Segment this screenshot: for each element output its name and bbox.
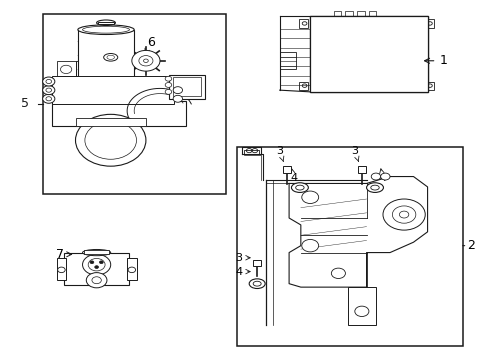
Circle shape (132, 50, 160, 71)
Circle shape (42, 86, 55, 95)
Text: 7: 7 (56, 248, 71, 261)
Bar (52, 76, 174, 104)
Bar (425, 81, 433, 90)
Bar (237, 147, 462, 346)
Ellipse shape (78, 25, 134, 35)
Text: 2: 2 (462, 239, 474, 252)
Circle shape (173, 95, 182, 102)
Bar (356, 11, 364, 16)
Circle shape (42, 94, 55, 103)
Bar (309, 16, 427, 92)
Bar (98, 22, 114, 24)
Ellipse shape (366, 183, 383, 193)
Text: 6: 6 (145, 36, 154, 54)
Bar (253, 260, 261, 266)
Bar (299, 81, 307, 90)
Bar (127, 258, 136, 280)
Bar (357, 166, 366, 173)
Circle shape (128, 267, 135, 273)
Bar (368, 11, 376, 16)
Ellipse shape (295, 185, 304, 190)
Circle shape (380, 173, 389, 180)
Circle shape (86, 273, 107, 288)
Bar (173, 77, 201, 96)
Bar (425, 19, 433, 28)
Polygon shape (277, 16, 309, 92)
Bar (282, 166, 290, 173)
Text: 4: 4 (379, 169, 386, 183)
Text: 5: 5 (20, 98, 28, 111)
Ellipse shape (291, 183, 308, 193)
Circle shape (75, 114, 145, 166)
Circle shape (165, 82, 171, 87)
Text: 4: 4 (235, 267, 250, 276)
Circle shape (165, 89, 171, 94)
Circle shape (354, 306, 368, 316)
Bar (309, 16, 427, 92)
Text: 3: 3 (350, 146, 358, 161)
Text: 3: 3 (235, 253, 250, 263)
Circle shape (165, 76, 171, 81)
Circle shape (99, 261, 103, 264)
Text: 1: 1 (424, 54, 447, 67)
Ellipse shape (370, 185, 379, 190)
Circle shape (95, 266, 98, 269)
Ellipse shape (97, 20, 115, 26)
Circle shape (82, 254, 110, 275)
Ellipse shape (82, 249, 110, 256)
Bar (299, 19, 307, 28)
Circle shape (301, 191, 318, 203)
Bar (42, 14, 225, 194)
Circle shape (382, 199, 425, 230)
Text: 4: 4 (290, 169, 297, 183)
Bar (279, 52, 296, 69)
Bar (57, 258, 66, 280)
Circle shape (301, 239, 318, 252)
Bar (75, 61, 94, 76)
Circle shape (173, 87, 182, 94)
Circle shape (58, 267, 65, 273)
Circle shape (90, 261, 94, 264)
Bar (84, 250, 109, 253)
Bar (345, 11, 352, 16)
Circle shape (370, 173, 380, 180)
Ellipse shape (103, 54, 118, 61)
Bar (57, 61, 75, 76)
Ellipse shape (249, 279, 264, 288)
Circle shape (42, 77, 55, 86)
Polygon shape (288, 176, 427, 287)
Bar (169, 75, 204, 99)
Bar (52, 100, 185, 126)
Text: 3: 3 (276, 146, 283, 161)
Circle shape (331, 268, 345, 279)
Bar (63, 253, 129, 285)
Ellipse shape (253, 281, 261, 286)
Bar (333, 11, 341, 16)
Bar (347, 287, 375, 325)
Circle shape (391, 206, 415, 223)
Bar (78, 30, 134, 100)
Bar (75, 118, 145, 126)
